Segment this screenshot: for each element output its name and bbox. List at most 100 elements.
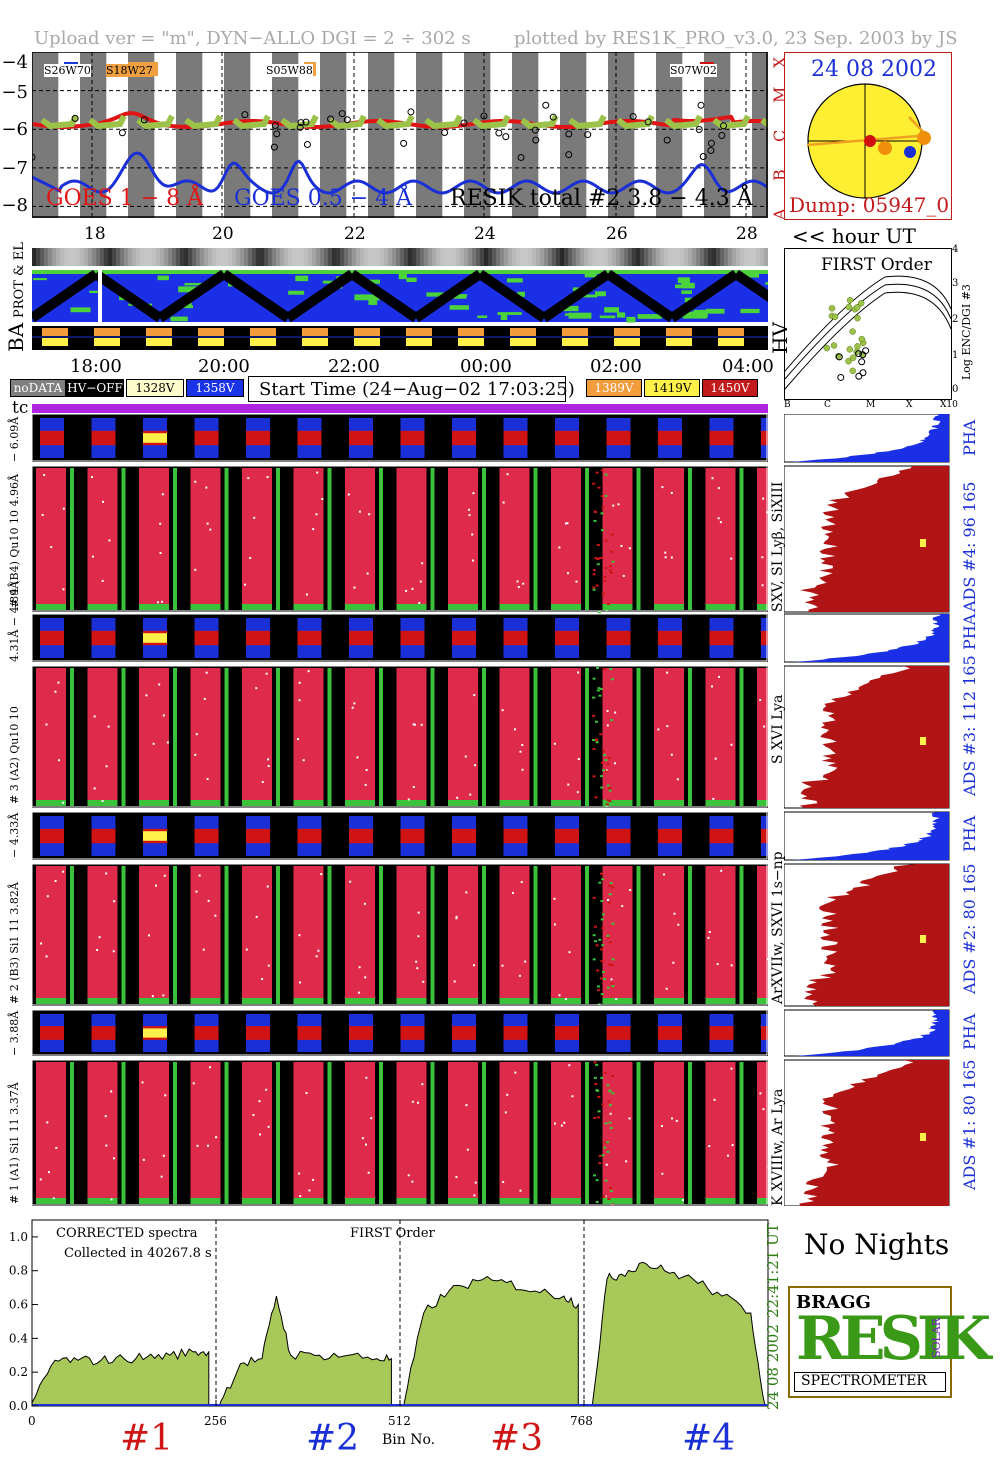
spectrogram-speck [305,593,308,596]
ba-high [614,328,640,336]
spectrogram-noise [611,922,615,925]
spectrogram-speck [759,1092,762,1095]
rate-cell [540,248,544,266]
goes-xtick: 24 [474,224,496,244]
spectrogram-noise [600,512,604,515]
ba-high [42,328,68,336]
spectrogram-speck [298,934,301,937]
spectrogram-noise [599,688,603,691]
spectrogram-block [448,1062,478,1204]
spectrogram-noise [597,687,601,690]
spectrum-time-side: 22:41:21 UT [764,1223,782,1318]
spectrogram-block [345,866,375,1004]
spectrogram-block-tint [139,668,169,806]
spectrogram-speck [245,948,248,951]
spectrogram-edge [190,998,221,1004]
spectrogram-speck [471,559,474,562]
rate-cell [740,248,744,266]
ads-marker [920,737,926,745]
spectrum-ytick-label: 0.6 [9,1298,28,1312]
pha-histogram [791,414,949,462]
rate-cell [252,248,256,266]
rate-cell [40,248,44,266]
spectrogram-speck [261,978,264,981]
pha-peak [761,828,768,844]
spectrogram-noise [608,565,612,568]
spectrogram-block-tint [705,866,736,1004]
rate-cell [104,248,108,266]
spectrogram-stripe [688,468,692,610]
spectrogram-speck [302,759,305,762]
prot-el-patch [517,291,525,297]
rate-cell [320,248,324,266]
spectrogram-stripe [70,468,74,610]
fo-xtick: B [784,400,791,410]
prot-el-patch [637,314,662,319]
spectrogram-noise [592,588,596,591]
spectrogram-stripe [379,668,383,806]
spectrogram-block [87,668,118,806]
spectrogram-speck [514,1071,517,1074]
spectrogram-speck [472,492,475,495]
pha-peak [349,430,373,446]
spectrogram-stripe [482,668,486,806]
day-stripe [394,52,416,218]
spectrogram-noise [607,1100,611,1103]
spectrogram-noise [605,805,609,808]
spectrogram-speck [672,961,675,964]
spectrogram-speck [356,756,359,759]
spectrogram-stripe [688,668,692,806]
rate-cell [668,248,672,266]
spectrogram-block-tint [499,468,530,610]
resik-point [460,119,468,127]
spectrogram-speck [205,486,208,489]
spectrogram-speck [453,980,456,983]
spectrogram-speck [412,723,415,726]
spectrogram-noise [610,964,614,967]
spectrogram-speck [577,671,580,674]
spectrogram-speck [730,557,733,560]
ch4-lines: SXV, SI Lyβ, SiXIII [770,481,786,612]
spectrogram-noise [608,901,612,904]
rate-cell [688,248,692,266]
prot-el-patch [616,312,626,318]
spectrogram-noise [592,573,596,576]
rate-cell [356,248,360,266]
prot-el-patch [368,299,378,305]
spectrogram-noise [605,608,609,611]
spectrogram-speck [58,759,61,762]
spectrogram-speck [657,728,660,731]
rate-cell [464,248,468,266]
fo-ytick: 0 [952,384,959,395]
row-frame [32,1009,768,1056]
spectrogram-block-tint [87,1062,118,1204]
spectrogram-speck [259,1133,262,1136]
spectrogram-block [293,468,324,610]
spectrogram-block [705,668,736,806]
spectrogram-speck [110,1090,113,1093]
rate-cell [496,248,500,266]
rate-cell [448,248,452,266]
spectrum-note1: CORRECTED spectra [56,1226,198,1241]
ch1-ads: ADS #1: 80 165 [960,1059,979,1190]
spectrogram-edge [190,1198,221,1204]
spectrogram-speck [610,978,613,981]
rate-cell [352,248,356,266]
rate-cell [72,248,76,266]
rate-cell [556,248,560,266]
spectrogram-block [396,866,427,1004]
spectrogram-speck [151,995,154,998]
spectrogram-speck [511,892,514,895]
fo-point [837,373,845,381]
rate-cell [364,248,368,266]
rate-cell [200,248,204,266]
start-time: Start Time (24−Aug−02 17:03:25) [259,379,575,400]
resik-point [549,113,557,121]
spectrogram-edge [36,1198,66,1204]
rate-cell [160,248,164,266]
spectrogram-speck [716,963,719,966]
spectrogram-block [396,1062,427,1204]
spectrogram-noise [595,1063,599,1066]
spectrogram-speck [166,741,169,744]
spectrogram-block-tint [448,668,478,806]
